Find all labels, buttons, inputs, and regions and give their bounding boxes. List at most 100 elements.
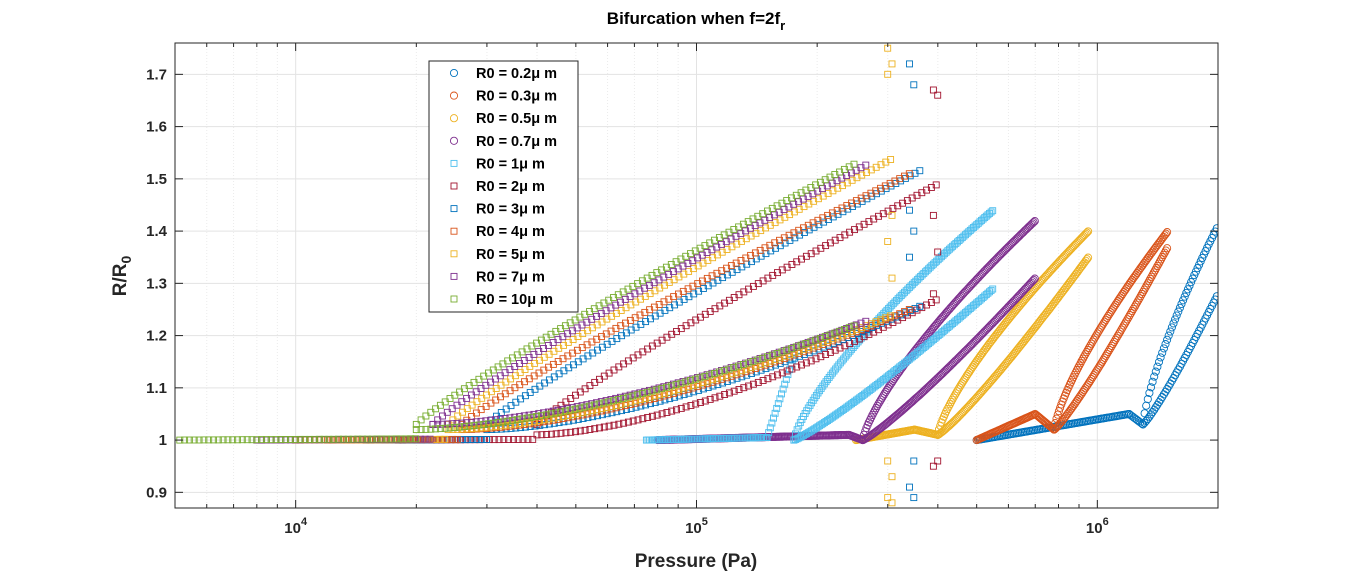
data-point	[1130, 302, 1139, 311]
data-point	[629, 417, 637, 425]
x-tick-label: 106	[1086, 516, 1109, 537]
data-point	[643, 388, 651, 396]
data-point	[906, 206, 913, 214]
data-point	[945, 400, 954, 409]
data-point	[1094, 363, 1103, 372]
data-point	[459, 408, 466, 416]
data-point	[867, 320, 875, 328]
data-point	[727, 262, 735, 270]
data-point	[610, 397, 617, 405]
data-point	[607, 405, 615, 413]
data-point	[910, 81, 918, 89]
data-point	[663, 409, 671, 416]
data-point	[749, 380, 757, 388]
data-point	[711, 394, 719, 402]
data-point	[388, 435, 395, 443]
data-point	[817, 353, 825, 361]
data-point	[809, 219, 817, 227]
data-point	[667, 382, 675, 390]
data-point	[441, 424, 449, 432]
data-point	[1212, 224, 1218, 233]
y-tick-label: 1.6	[146, 119, 167, 136]
data-point	[267, 436, 275, 444]
data-point	[1175, 303, 1184, 312]
legend-item: R0 = 2μ m	[450, 179, 545, 195]
data-point	[1113, 331, 1122, 340]
data-point	[682, 403, 690, 411]
data-point	[773, 350, 781, 357]
data-point	[812, 355, 820, 363]
legend-item: R0 = 4μ m	[450, 224, 545, 240]
data-point	[905, 170, 913, 178]
data-point	[822, 351, 830, 358]
data-point	[852, 321, 860, 329]
data-point	[417, 426, 425, 434]
data-point	[884, 238, 892, 245]
data-point	[766, 360, 774, 368]
data-point	[460, 423, 468, 431]
data-point	[1087, 339, 1096, 348]
data-point	[725, 389, 733, 397]
data-point	[774, 371, 781, 379]
legend-label: R0 = 0.7μ m	[476, 134, 557, 150]
data-point	[955, 383, 964, 392]
data-point	[505, 436, 513, 443]
data-point	[224, 436, 232, 444]
legend-label: R0 = 1μ m	[476, 156, 545, 172]
data-point	[947, 397, 956, 407]
data-point	[1030, 274, 1039, 283]
data-point	[205, 436, 213, 444]
data-point	[916, 167, 924, 175]
data-point	[436, 435, 444, 443]
data-point	[454, 412, 462, 420]
data-point	[1098, 321, 1107, 330]
data-point	[1158, 348, 1167, 357]
y-tick-label: 1.5	[146, 171, 167, 188]
data-point	[891, 312, 899, 320]
data-point	[1104, 347, 1113, 356]
data-point	[795, 226, 803, 234]
data-point	[552, 430, 560, 438]
data-point	[1155, 257, 1164, 266]
data-point	[768, 419, 776, 427]
data-point	[764, 375, 772, 383]
data-point	[339, 435, 347, 443]
data-point	[1135, 294, 1144, 303]
data-point	[934, 91, 942, 99]
data-point	[465, 422, 473, 430]
data-point	[1154, 357, 1164, 367]
data-point	[519, 435, 527, 443]
data-point	[1114, 329, 1124, 338]
data-point	[672, 381, 680, 389]
data-point	[229, 436, 237, 444]
data-point	[441, 435, 449, 443]
legend-label: R0 = 2μ m	[476, 179, 545, 195]
data-point	[1053, 410, 1062, 419]
data-point	[368, 435, 376, 443]
data-point	[831, 171, 839, 178]
y-tick-label: 1	[159, 432, 167, 449]
data-point	[497, 409, 505, 416]
data-point	[887, 156, 895, 163]
data-point	[771, 239, 779, 247]
data-point	[1082, 348, 1091, 357]
data-point	[456, 423, 464, 431]
data-point	[499, 418, 507, 426]
data-point	[513, 416, 521, 424]
data-point	[1188, 274, 1197, 283]
data-point	[929, 462, 937, 470]
data-point	[780, 234, 788, 242]
data-point	[458, 436, 466, 444]
data-point	[1119, 321, 1128, 330]
data-point	[1161, 246, 1170, 255]
data-point	[749, 357, 757, 365]
data-point	[860, 333, 868, 341]
data-point	[831, 346, 839, 354]
data-point	[878, 393, 887, 402]
data-point	[754, 378, 762, 386]
data-point	[1112, 333, 1121, 342]
data-point	[610, 421, 618, 429]
data-point	[785, 231, 793, 239]
data-point	[720, 367, 728, 375]
data-point	[869, 408, 878, 417]
